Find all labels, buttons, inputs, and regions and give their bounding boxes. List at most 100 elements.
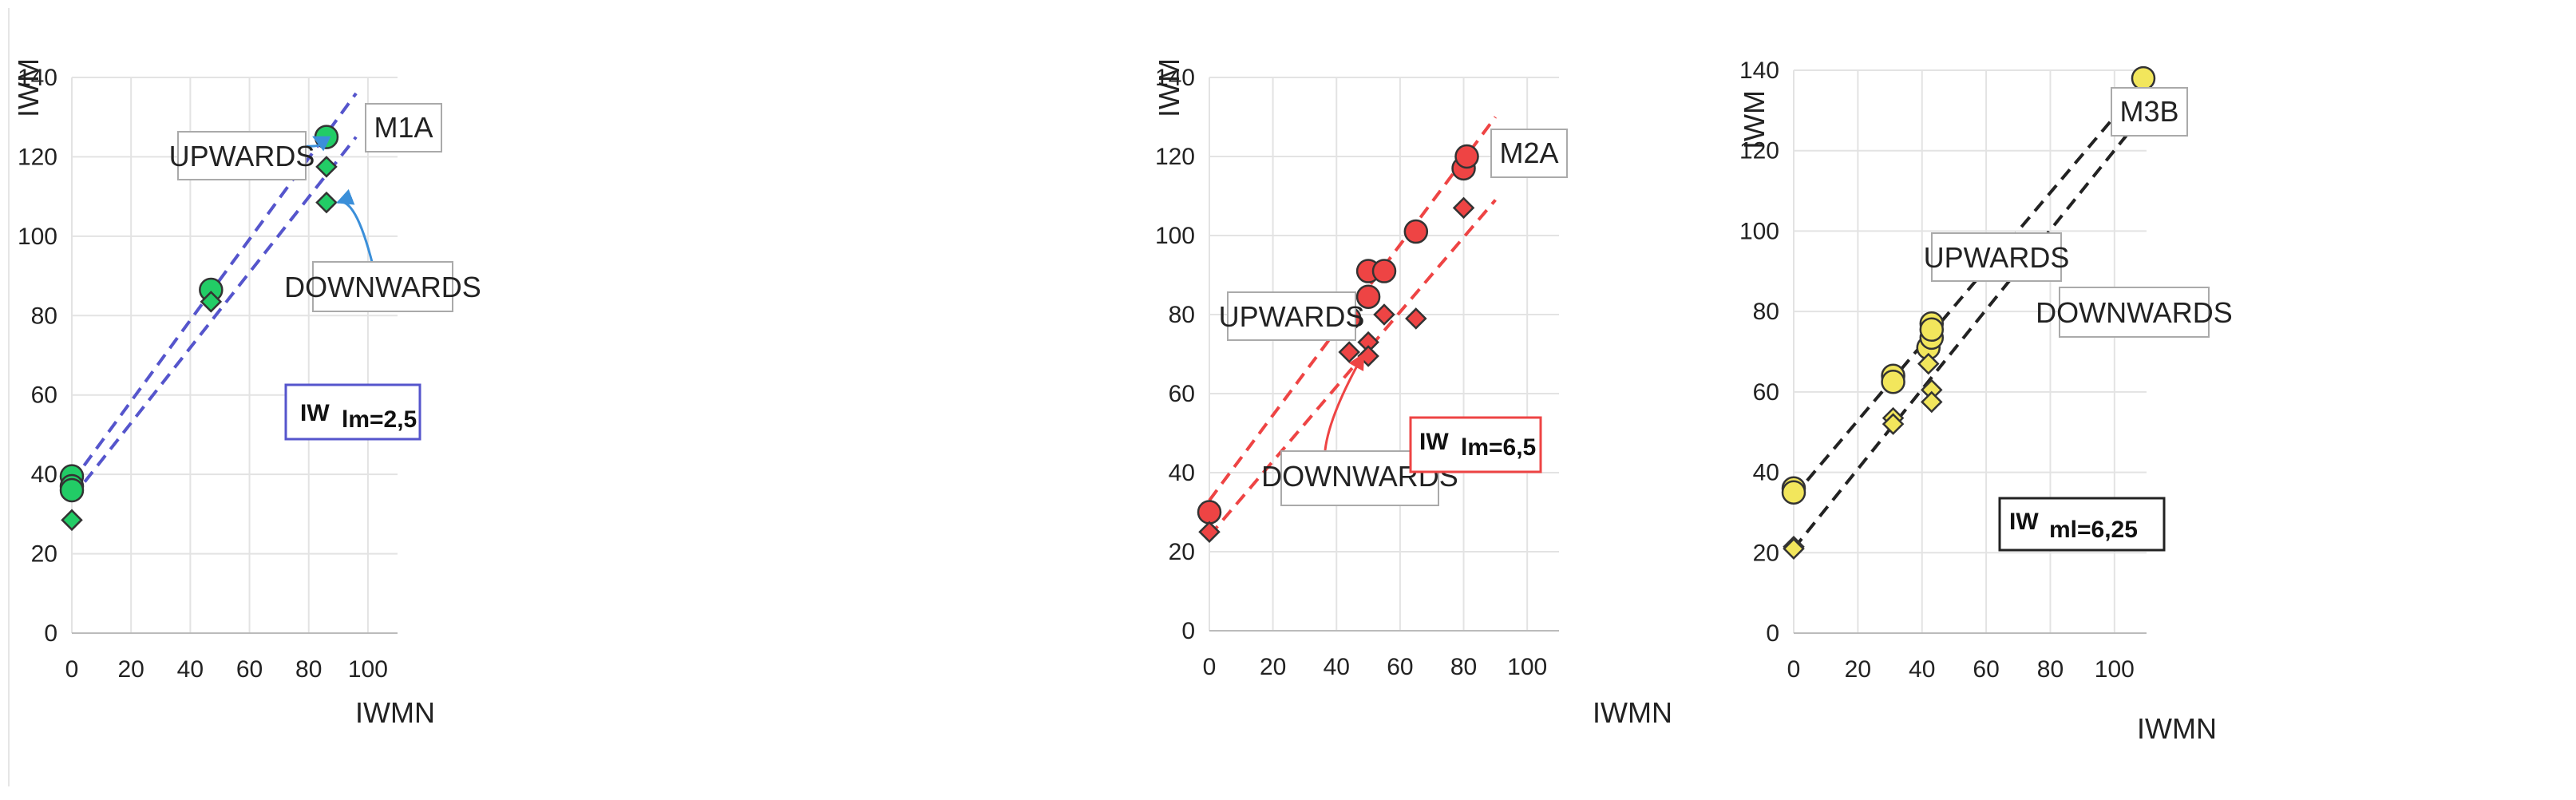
x-tick-label: 80	[295, 656, 322, 683]
x-tick-label: 80	[1450, 654, 1477, 680]
y-tick-label: 140	[18, 65, 57, 91]
y-tick-label: 60	[31, 382, 57, 409]
iw-label-box	[1409, 416, 1542, 473]
y-tick-label: 40	[31, 461, 57, 488]
chart-m3b: 0 20 40 60 80 100 120 140 0 20 40 60 80 100 IWM IWMN M3B…	[1738, 57, 2233, 745]
y-tick-label: 100	[18, 224, 57, 250]
y-tick-label: 0	[1181, 618, 1195, 644]
upwards-label-box	[1227, 291, 1356, 341]
y-tick-label: 140	[1155, 65, 1195, 91]
panel-1: 0 20 40 60 80 100 120 140 0 20 40 60 80 100 IWM IWMN M1A…	[12, 0, 862, 800]
y-tick-label: 100	[1739, 218, 1779, 244]
data-point-diamond	[1921, 390, 1943, 414]
panel-label: M3B	[2119, 95, 2178, 128]
data-point-diamond	[1338, 341, 1360, 363]
upwards-label: UPWARDS	[1924, 241, 2070, 274]
y-tick-label: 120	[1739, 138, 1779, 164]
x-tick-label: 0	[1787, 656, 1801, 683]
trend-line-downwards	[1208, 199, 1497, 537]
y-tick-label: 120	[1155, 144, 1195, 170]
figure-left-rule	[8, 8, 10, 786]
x-axis-label: IWMN	[355, 696, 435, 729]
downwards-label-box	[312, 261, 453, 312]
iw-label: IW	[2009, 509, 2039, 535]
data-point-diamond	[315, 156, 338, 178]
downwards-label-box	[2059, 287, 2210, 338]
iw-label: IW	[300, 400, 330, 426]
data-point-circle	[1781, 480, 1806, 505]
y-axis-label: IWM	[1738, 90, 1771, 149]
downwards-arrow	[1324, 352, 1365, 451]
panel-label-box	[2111, 87, 2188, 137]
y-tick-label: 80	[1753, 299, 1779, 325]
y-tick-label: 0	[1766, 620, 1779, 647]
y-tick-label: 0	[44, 620, 57, 647]
trend-line-downwards	[1792, 117, 2142, 550]
downwards-label: DOWNWARDS	[284, 271, 481, 303]
data-point-circle	[1355, 284, 1381, 309]
data-point-diamond	[1783, 537, 1805, 560]
data-point-circle	[59, 477, 85, 503]
x-axis-label: IWMN	[2137, 712, 2217, 745]
y-tick-label: 100	[1155, 223, 1195, 249]
iw-label-box	[284, 383, 421, 441]
data-point-circle	[1403, 219, 1429, 244]
x-tick-label: 40	[177, 656, 204, 683]
x-tick-label: 100	[348, 656, 388, 683]
x-tick-label: 20	[1260, 654, 1286, 680]
chart-m1a: 0 20 40 60 80 100 120 140 0 20 40 60 80 100 IWM IWMN M1A…	[12, 58, 481, 729]
downwards-label: DOWNWARDS	[2036, 296, 2233, 329]
y-tick-label: 40	[1169, 460, 1195, 486]
y-tick-label: 20	[1753, 540, 1779, 566]
y-tick-label: 20	[31, 541, 57, 568]
trend-line-downwards	[70, 136, 358, 500]
panel-label-box	[365, 103, 442, 152]
data-point-diamond	[1198, 521, 1221, 544]
y-axis-label: IWM	[12, 58, 45, 117]
data-point-circle	[1371, 259, 1397, 283]
panel-2: 0 20 40 60 80 100 120 140 0 20 40 60 80 100 IWM IWMN M2A…	[878, 0, 1724, 800]
x-tick-label: 20	[117, 656, 144, 683]
x-tick-label: 60	[236, 656, 263, 683]
iw-subscript: lm=6,5	[1461, 434, 1536, 461]
iw-label-box	[1998, 497, 2166, 552]
upwards-label-box	[177, 131, 307, 180]
iw-subscript: lm=2,5	[342, 406, 417, 433]
x-tick-label: 80	[2037, 656, 2064, 683]
iw-label: IW	[1419, 429, 1449, 455]
x-axis-label: IWMN	[1593, 696, 1672, 729]
downwards-arrow	[336, 188, 374, 266]
data-point-diamond	[200, 291, 223, 313]
x-tick-label: 100	[2095, 656, 2135, 683]
y-tick-label: 40	[1753, 460, 1779, 486]
data-point-circle	[2131, 65, 2156, 91]
data-point-diamond	[1373, 303, 1395, 326]
x-tick-label: 0	[65, 656, 79, 683]
y-tick-label: 140	[1739, 57, 1779, 84]
y-tick-label: 80	[1169, 302, 1195, 328]
x-tick-label: 100	[1507, 654, 1547, 680]
x-tick-label: 40	[1324, 654, 1350, 680]
data-point-diamond	[315, 191, 338, 214]
x-tick-label: 40	[1909, 656, 1935, 683]
y-tick-label: 120	[18, 144, 57, 170]
data-point-diamond	[61, 509, 83, 532]
chart-m2a: 0 20 40 60 80 100 120 140 0 20 40 60 80 100 IWM IWMN M2A…	[1153, 58, 1672, 729]
y-tick-label: 80	[31, 303, 57, 329]
x-tick-label: 60	[1387, 654, 1413, 680]
upwards-label: UPWARDS	[169, 140, 315, 172]
panel-label: M1A	[374, 111, 433, 144]
y-tick-label: 20	[1169, 539, 1195, 565]
panel-3: 0 20 40 60 80 100 120 140 0 20 40 60 80 100 IWM IWMN M3B…	[1736, 0, 2574, 800]
panel-label-box	[1490, 129, 1568, 178]
data-point-circle	[1197, 500, 1222, 525]
y-tick-label: 60	[1169, 381, 1195, 407]
trend-line-upwards	[1792, 85, 2142, 498]
data-point-circle	[1454, 144, 1479, 169]
upwards-label-box	[1931, 232, 2062, 282]
x-tick-label: 0	[1203, 654, 1217, 680]
data-point-circle	[1881, 370, 1905, 394]
data-point-diamond	[1452, 196, 1475, 220]
data-point-circle	[1919, 317, 1945, 343]
